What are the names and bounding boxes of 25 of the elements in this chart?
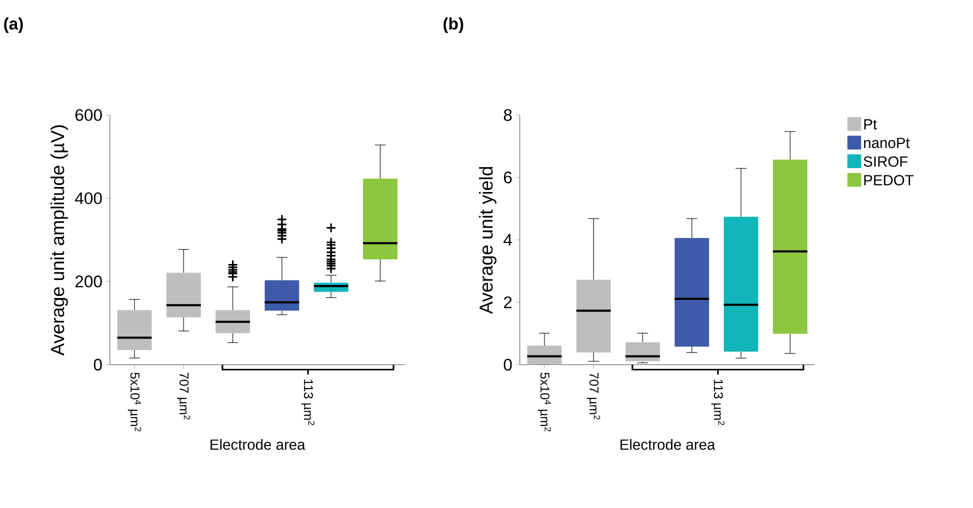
x-axis-title: Electrode area bbox=[210, 438, 306, 450]
y-tick-label: 0 bbox=[504, 358, 512, 371]
x-tick-label: 707 µm$^{2}$ bbox=[177, 372, 190, 420]
y-tick-label: 8 bbox=[504, 108, 512, 121]
legend-label: SIROF bbox=[864, 156, 908, 167]
y-tick-label: 2 bbox=[504, 296, 512, 308]
y-tick-label: 0 bbox=[94, 358, 102, 371]
x-tick-label: 5x10$^{4}$ µm$^{2}$ bbox=[128, 372, 142, 432]
y-tick-label: 400 bbox=[75, 192, 102, 204]
x-tick-label: 707 µm$^{2}$ bbox=[586, 372, 600, 420]
text: 113 µm$^{2}$ bbox=[301, 380, 315, 425]
x-axis-title: Electrode area bbox=[620, 438, 716, 450]
y-axis-title: Average unit amplitude (µV) bbox=[50, 125, 68, 356]
y-tick-label: 4 bbox=[504, 234, 512, 246]
y-tick-label: 600 bbox=[75, 108, 102, 121]
legend-label: PEDOT bbox=[864, 174, 914, 186]
chart-title: (b) bbox=[444, 17, 464, 33]
y-axis-title: Average unit yield bbox=[479, 166, 496, 314]
y-tick-label: 6 bbox=[504, 171, 512, 184]
text: 113 µm$^{2}$ bbox=[711, 380, 724, 425]
chart-title: (a) bbox=[4, 17, 23, 33]
legend-label: nanoPt bbox=[864, 138, 910, 148]
y-tick-label: 200 bbox=[75, 275, 102, 288]
x-tick-label: 5x10$^{4}$ µm$^{2}$ bbox=[538, 372, 551, 432]
legend-label: Pt bbox=[864, 119, 877, 130]
